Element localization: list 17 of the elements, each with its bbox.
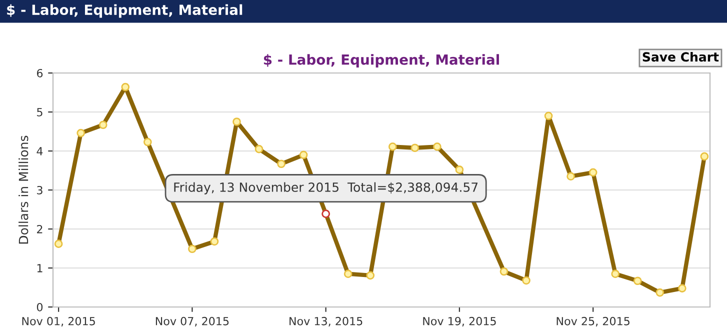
y-tick-label: 4 — [36, 147, 43, 156]
x-tick-label: Nov 13, 2015 — [290, 316, 362, 326]
annotation: Friday, 13 November 2015 Total=$2,388,094.57 — [174, 182, 478, 194]
text: Save Chart — [642, 52, 719, 62]
y-tick-label: 5 — [37, 108, 42, 116]
x-tick-label: Nov 25, 2015 — [556, 316, 630, 326]
y-tick-label: 2 — [37, 224, 42, 234]
y-tick-label: 3 — [37, 186, 42, 194]
x-tick-label: Nov 19, 2015 — [423, 316, 496, 326]
chart-subtitle: $ - Labor, Equipment, Material — [264, 54, 499, 68]
chart-title: $ - Labor, Equipment, Material — [7, 4, 242, 18]
x-tick-label: Nov 01, 2015 — [22, 316, 95, 326]
x-tick-label: Nov 07, 2015 — [156, 316, 229, 326]
y-tick-label: 0 — [36, 302, 43, 312]
y-tick-label: 6 — [36, 68, 43, 78]
y-tick-label: 1 — [37, 264, 42, 272]
y-axis-title: Dollars in Millions — [18, 136, 28, 244]
